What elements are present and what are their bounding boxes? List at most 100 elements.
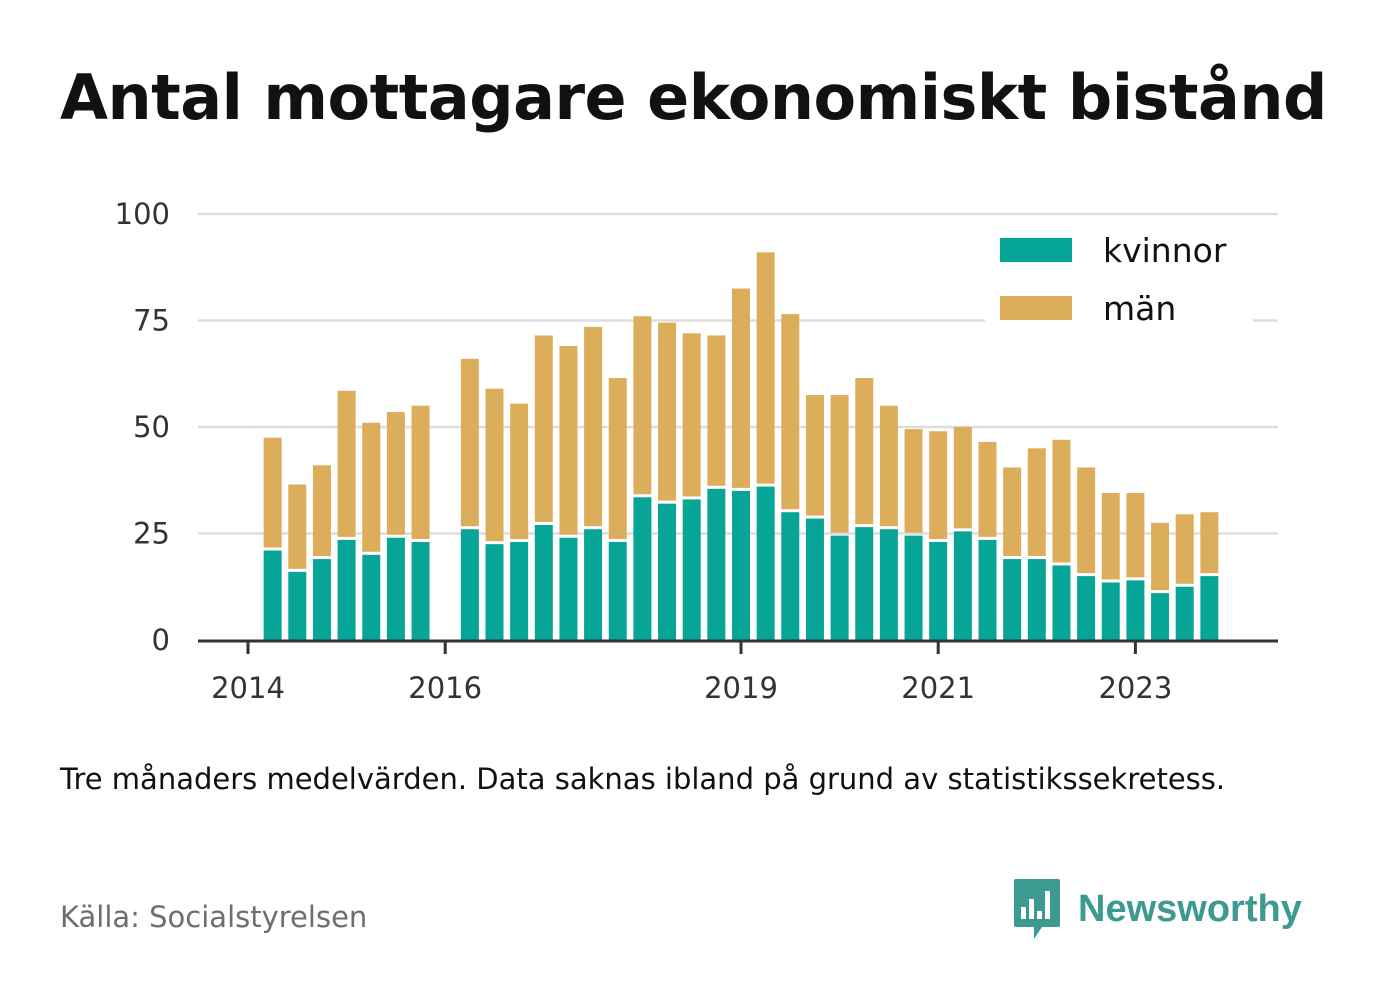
bar-man [682,333,701,497]
y-axis-labels: 0 25 50 75 100 [115,197,170,657]
bar-man [1101,493,1120,580]
bar-kvinnor [362,554,381,640]
bar-kvinnor [830,535,849,640]
x-tick-label: 2019 [704,671,778,705]
bar-kvinnor [1077,576,1096,640]
bar-kvinnor [312,559,331,640]
bar-kvinnor [879,529,898,640]
source-label: Källa: Socialstyrelsen [60,900,368,934]
bar-man [1077,467,1096,574]
bar-man [855,378,874,525]
bar-man [1126,493,1145,578]
bar-kvinnor [288,571,307,640]
bar-kvinnor [805,518,824,640]
bars [263,252,1219,640]
bar-kvinnor [1151,593,1170,640]
bar-man [337,390,356,537]
bar-kvinnor [732,490,750,640]
bar-man [929,431,948,540]
bar-man [732,288,750,488]
bar-kvinnor [756,486,775,640]
bar-man [386,412,405,535]
bar-man [288,484,307,569]
bar-man [953,427,972,529]
bar-man [830,395,849,533]
bar-man [534,335,553,522]
bar-man [608,378,627,540]
bar-man [756,252,775,484]
legend-swatch-man [1000,296,1072,320]
bar-man [510,403,529,540]
bar-kvinnor [904,535,923,640]
bar-man [485,388,504,542]
bar-man [1003,467,1022,557]
bar-man [707,335,726,486]
bar-kvinnor [707,488,726,640]
bar-kvinnor [1126,580,1145,640]
bar-kvinnor [559,537,578,640]
y-tick-label: 100 [115,197,170,231]
bar-kvinnor [337,539,356,640]
bar-kvinnor [658,503,677,640]
bar-kvinnor [386,537,405,640]
bar-man [460,358,479,527]
bar-man [633,316,652,495]
bar-man [1200,512,1219,574]
brand-name: Newsworthy [1078,887,1302,930]
bar-man [879,405,898,527]
bar-kvinnor [682,499,701,640]
bar-kvinnor [633,497,652,640]
y-tick-label: 75 [133,304,170,338]
bar-kvinnor [485,544,504,640]
bar-kvinnor [855,527,874,640]
bar-man [978,441,997,537]
bar-kvinnor [411,542,430,640]
bar-kvinnor [781,512,800,640]
y-tick-label: 0 [152,623,170,657]
x-tick-label: 2016 [408,671,482,705]
bar-man [263,437,282,548]
bar-man [1052,439,1071,563]
bar-man [1175,514,1194,584]
bar-kvinnor [1101,582,1120,640]
bar-kvinnor [1027,559,1046,640]
bar-man [904,429,923,533]
bar-kvinnor [978,539,997,640]
legend-label-kvinnor: kvinnor [1103,231,1227,270]
y-tick-label: 50 [133,410,170,444]
legend: kvinnor män [985,228,1253,328]
x-tick-label: 2021 [901,671,975,705]
bar-kvinnor [584,529,603,640]
bar-man [781,314,800,510]
bar-kvinnor [953,531,972,640]
bar-kvinnor [608,542,627,640]
brand: Newsworthy [1012,877,1302,941]
x-axis: 2014 2016 2019 2021 2023 [198,639,1278,705]
bar-kvinnor [263,550,282,640]
bar-kvinnor [534,524,553,640]
bar-man [411,405,430,540]
chart-title: Antal mottagare ekonomiskt bistånd [60,61,1327,134]
bar-kvinnor [929,542,948,640]
bar-kvinnor [1200,576,1219,640]
bar-man [1027,448,1046,557]
y-tick-label: 25 [133,517,170,551]
bar-kvinnor [460,529,479,640]
bar-man [1151,522,1170,591]
bar-man [312,465,331,557]
bar-man [362,422,381,552]
bar-kvinnor [510,542,529,640]
bar-man [805,395,824,516]
bar-kvinnor [1052,565,1071,640]
legend-label-man: män [1103,289,1176,328]
newsworthy-logo-icon [1014,879,1060,939]
bar-man [559,346,578,535]
bar-man [658,322,677,501]
bar-kvinnor [1175,586,1194,640]
x-tick-label: 2023 [1098,671,1172,705]
bar-kvinnor [1003,559,1022,640]
chart-note: Tre månaders medelvärden. Data saknas ib… [60,762,1226,796]
x-tick-label: 2014 [211,671,285,705]
bar-man [584,326,603,527]
